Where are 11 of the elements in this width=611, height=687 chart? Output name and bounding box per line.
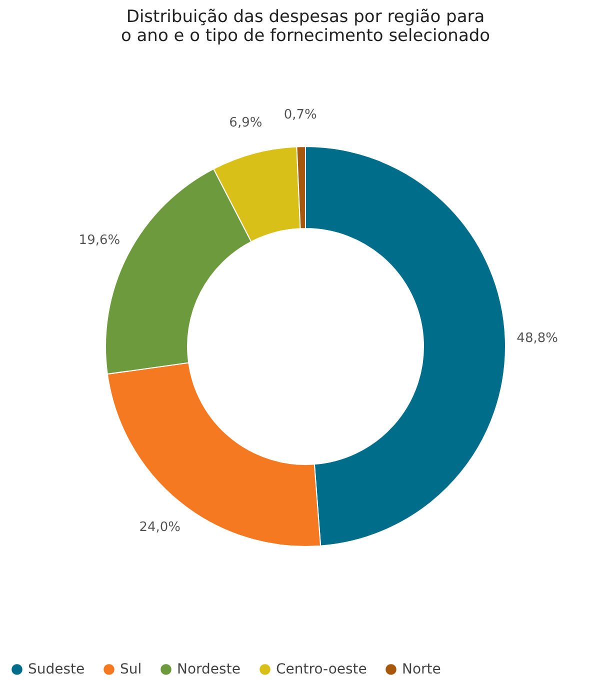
data-label: 48,8% bbox=[516, 330, 558, 346]
legend-label: Sudeste bbox=[28, 661, 85, 678]
data-label: 19,6% bbox=[78, 232, 120, 248]
legend-label: Norte bbox=[402, 661, 441, 678]
data-label: 24,0% bbox=[139, 520, 181, 536]
legend-label: Centro-oeste bbox=[276, 661, 367, 678]
legend-label: Sul bbox=[120, 661, 142, 678]
legend-label: Nordeste bbox=[177, 661, 240, 678]
data-label: 0,7% bbox=[284, 108, 317, 123]
chart-title: Distribuição das despesas por região para o ano e o tipo de fornecimento selecionado bbox=[120, 7, 490, 46]
data-label: 6,9% bbox=[229, 115, 262, 130]
